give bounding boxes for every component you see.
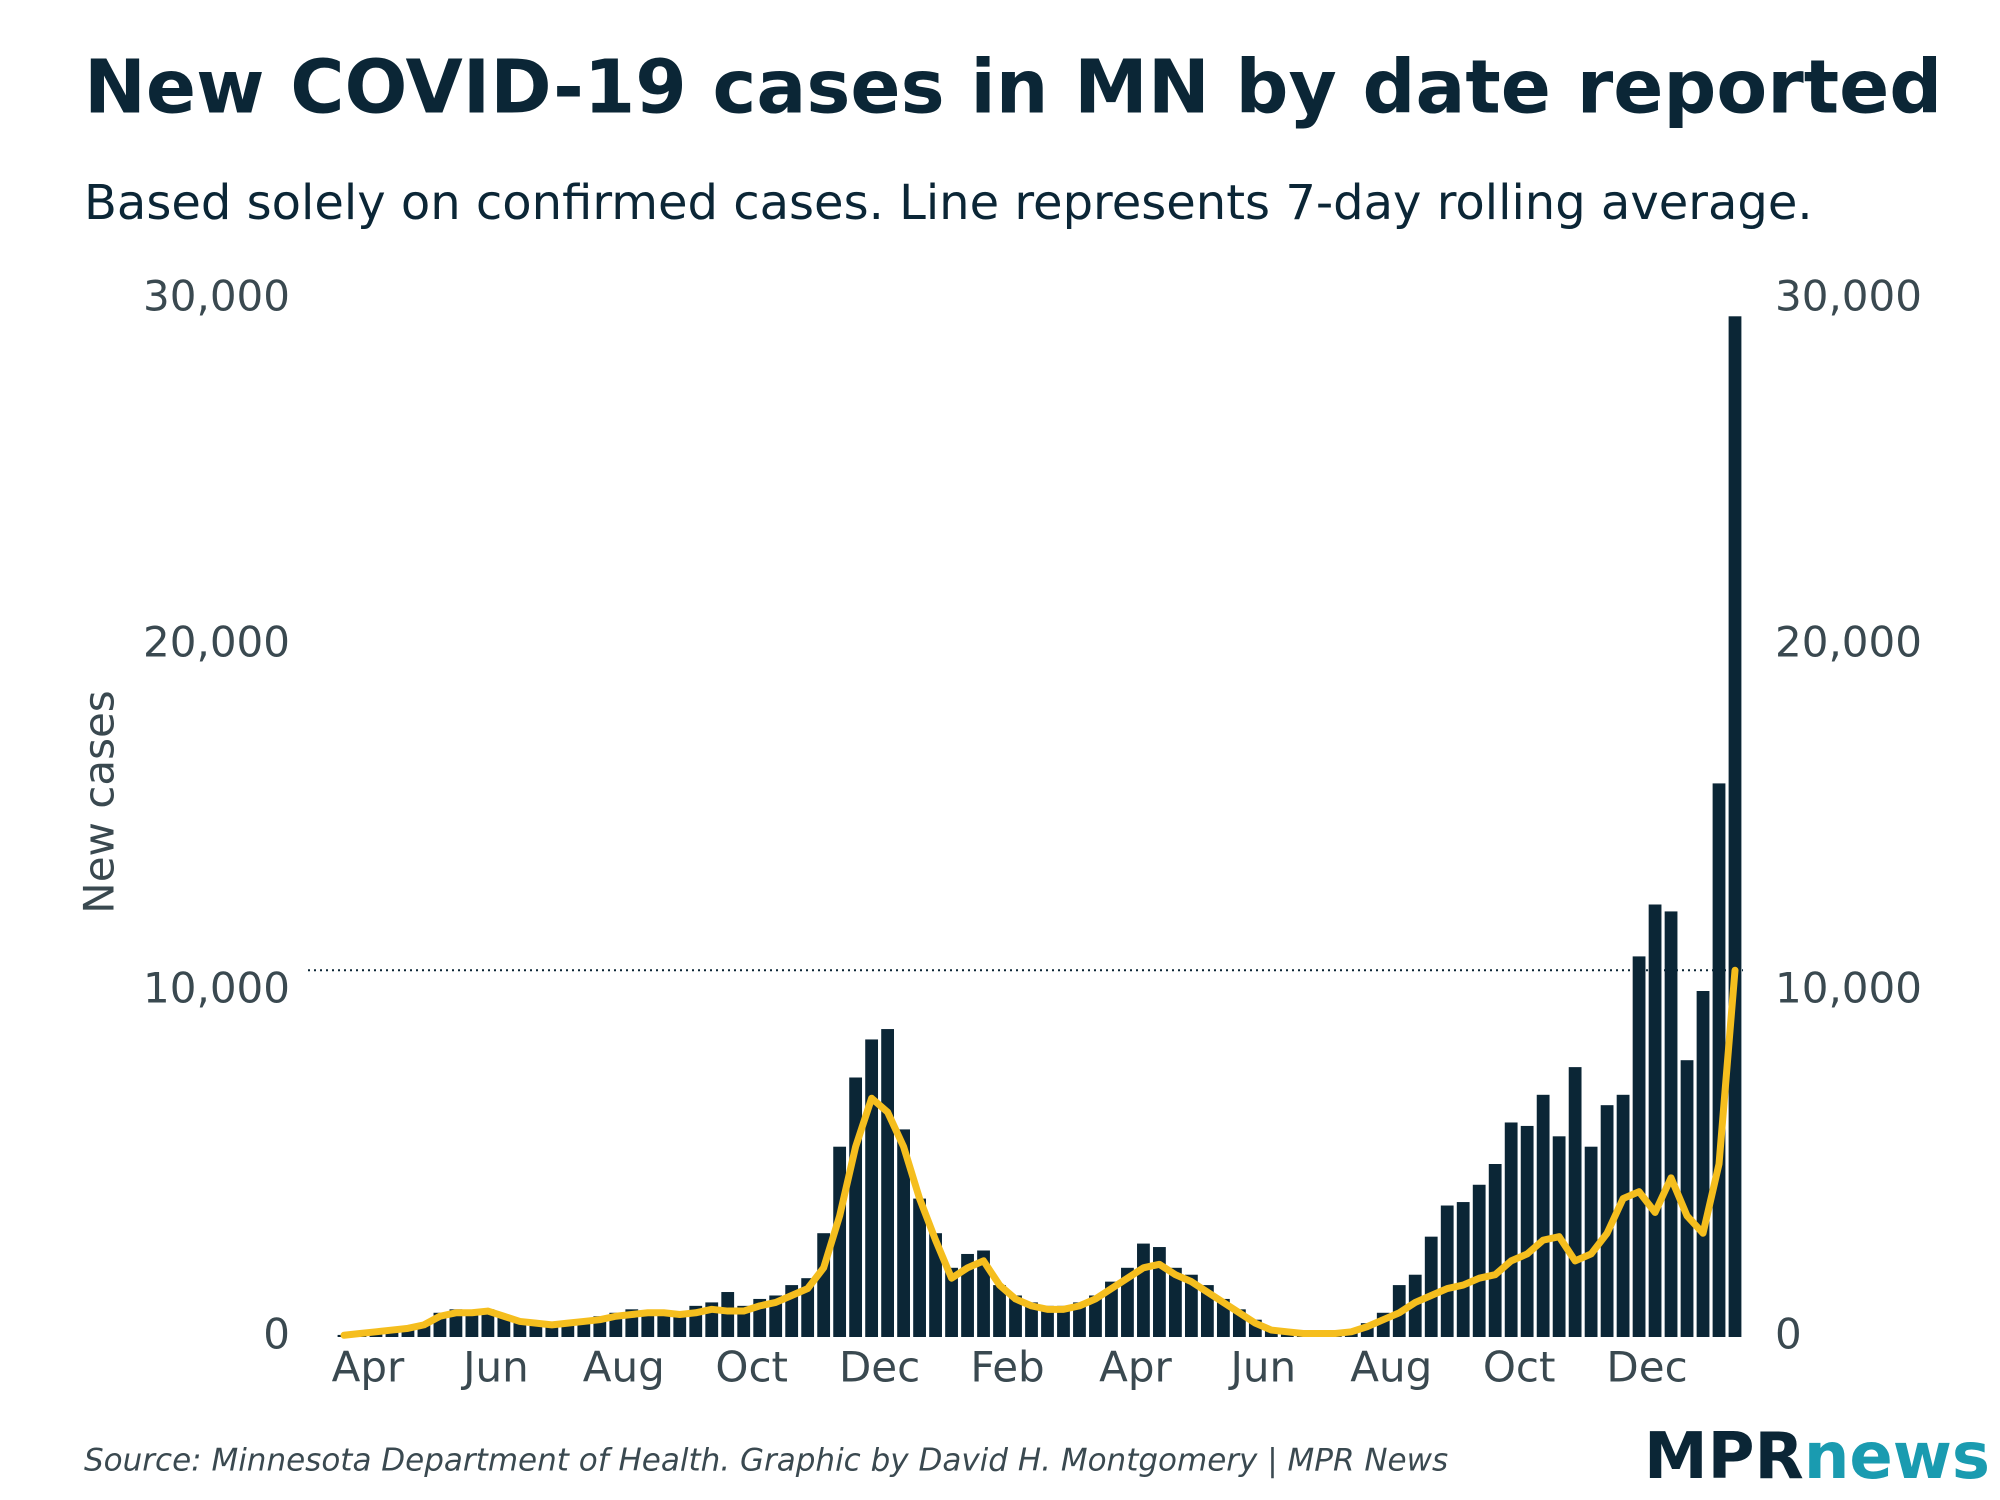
bar bbox=[897, 1129, 910, 1337]
bar bbox=[1472, 1184, 1486, 1337]
bar bbox=[929, 1233, 942, 1337]
x-tick-label: Oct bbox=[715, 1343, 788, 1392]
bar bbox=[1041, 1305, 1054, 1337]
bar bbox=[865, 1039, 879, 1337]
bar bbox=[1121, 1267, 1134, 1337]
x-tick-label: Jun bbox=[460, 1343, 529, 1392]
x-tick-label: Feb bbox=[970, 1343, 1044, 1392]
bar bbox=[1568, 1067, 1582, 1337]
x-tick-label: Aug bbox=[1350, 1343, 1432, 1392]
bar bbox=[961, 1253, 974, 1337]
bar bbox=[1057, 1305, 1070, 1337]
bar bbox=[1440, 1205, 1454, 1337]
bar bbox=[641, 1311, 655, 1337]
bar bbox=[1025, 1302, 1038, 1337]
y-tick-label: 30,000 bbox=[143, 272, 290, 321]
x-tick-label: Dec bbox=[1606, 1343, 1687, 1392]
bar bbox=[1664, 911, 1678, 1337]
y-tick-label: 20,000 bbox=[143, 618, 290, 667]
bar bbox=[1520, 1125, 1534, 1337]
bar bbox=[1169, 1267, 1182, 1337]
bar bbox=[657, 1312, 671, 1337]
x-tick-label: Aug bbox=[583, 1343, 665, 1392]
bar bbox=[497, 1316, 511, 1337]
y-tick-label: 10,000 bbox=[143, 964, 290, 1013]
y2-tick-label: 10,000 bbox=[1775, 964, 1922, 1013]
bar bbox=[481, 1309, 495, 1337]
source: Source: Minnesota Department of Health. … bbox=[84, 1443, 1448, 1479]
x-tick-label: Oct bbox=[1483, 1343, 1556, 1392]
bar bbox=[945, 1267, 958, 1337]
y2-tick-label: 30,000 bbox=[1775, 272, 1922, 321]
x-tick-label: Dec bbox=[839, 1343, 920, 1392]
bar bbox=[993, 1285, 1006, 1337]
bar bbox=[1073, 1302, 1086, 1337]
logo-news: news bbox=[1804, 1420, 1990, 1494]
y-tick-label: 0 bbox=[263, 1310, 290, 1359]
bar bbox=[1616, 1094, 1630, 1337]
bar bbox=[1696, 991, 1710, 1337]
bar bbox=[849, 1077, 863, 1337]
bar bbox=[1089, 1295, 1102, 1337]
bar bbox=[1009, 1295, 1022, 1337]
chart-subtitle: Based solely on confirmed cases. Line re… bbox=[84, 175, 1813, 231]
bar bbox=[1728, 316, 1742, 1337]
bar bbox=[465, 1311, 479, 1337]
bar bbox=[1184, 1274, 1198, 1337]
y-axis-label: New cases bbox=[75, 690, 124, 913]
y2-tick-label: 20,000 bbox=[1775, 618, 1922, 667]
bar bbox=[1648, 904, 1662, 1337]
bar bbox=[673, 1312, 687, 1337]
bar bbox=[1153, 1247, 1166, 1337]
bar bbox=[1504, 1122, 1518, 1337]
x-tick-label: Jun bbox=[1228, 1343, 1297, 1392]
bar bbox=[1680, 1060, 1694, 1337]
x-tick-label: Apr bbox=[332, 1343, 405, 1392]
bar bbox=[1424, 1236, 1438, 1337]
bar bbox=[1584, 1146, 1598, 1337]
average-line bbox=[340, 966, 1739, 1339]
bar bbox=[1456, 1202, 1470, 1337]
bar bbox=[881, 1029, 895, 1337]
logo: MPRnews bbox=[1644, 1420, 1990, 1494]
bar bbox=[1137, 1243, 1150, 1337]
bar bbox=[1488, 1164, 1502, 1337]
chart-title: New COVID-19 cases in MN by date reporte… bbox=[84, 45, 1942, 131]
bar bbox=[977, 1250, 990, 1337]
bar bbox=[1600, 1105, 1614, 1337]
bar bbox=[1712, 783, 1726, 1337]
x-tick-label: Apr bbox=[1099, 1343, 1172, 1392]
bar bbox=[1536, 1094, 1550, 1337]
bar bbox=[1105, 1281, 1118, 1337]
bar bbox=[913, 1198, 926, 1337]
bar bbox=[1632, 956, 1646, 1337]
logo-mpr: MPR bbox=[1644, 1420, 1804, 1494]
bar bbox=[513, 1321, 527, 1337]
y2-tick-label: 0 bbox=[1775, 1310, 1802, 1359]
